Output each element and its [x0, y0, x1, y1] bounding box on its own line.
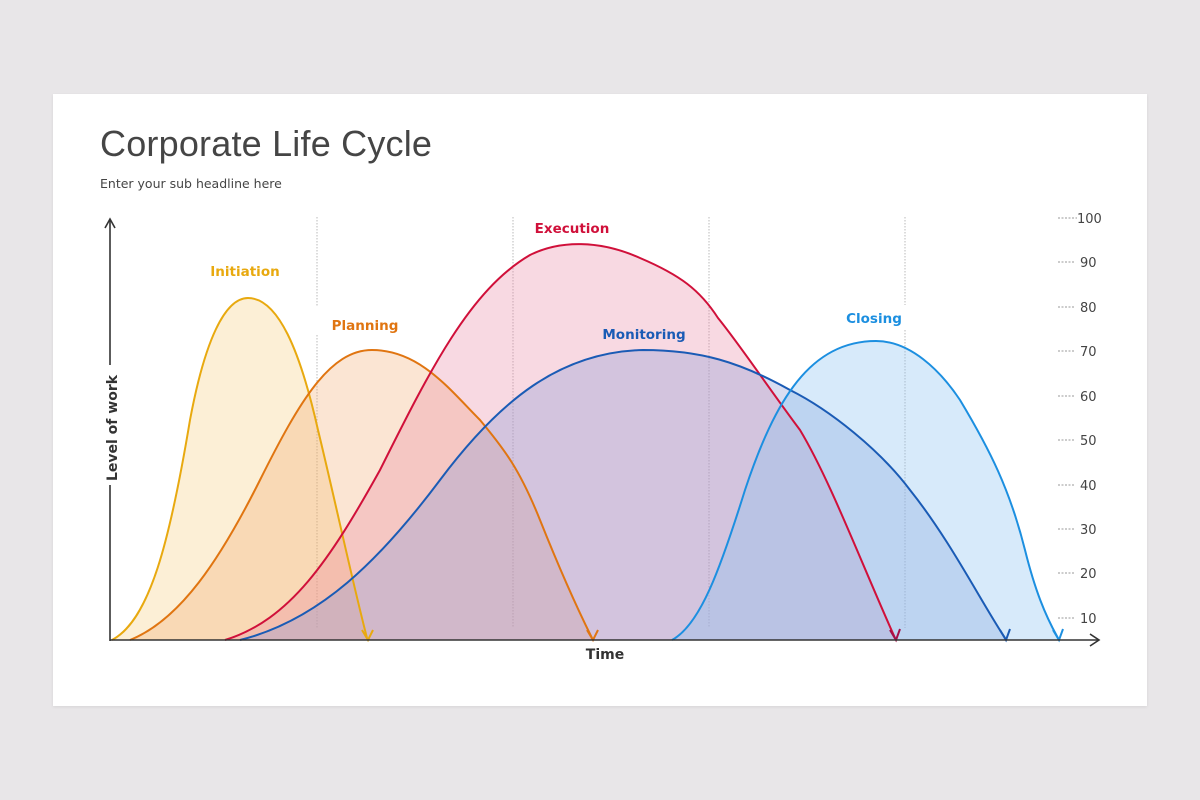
closing-label: Closing	[846, 311, 902, 327]
tick-label: 10	[1080, 612, 1097, 627]
y-axis-arrow-icon	[104, 217, 116, 229]
planning-area	[130, 350, 592, 640]
x-axis-arrow-icon	[1089, 633, 1101, 647]
closing-curve	[671, 339, 1059, 641]
value-ticks	[1058, 217, 1077, 619]
tick-label: 70	[1080, 345, 1097, 360]
planning-label: Planning	[332, 318, 399, 334]
tick-label: 90	[1080, 256, 1097, 271]
monitoring-label: Monitoring	[602, 327, 685, 343]
tick-label: 40	[1080, 479, 1097, 494]
initiation-label: Initiation	[210, 264, 279, 280]
tick-label: 30	[1080, 523, 1097, 538]
execution-curve	[224, 243, 896, 641]
initiation-curve	[111, 296, 368, 641]
tick-label: 50	[1080, 434, 1097, 449]
x-axis-label: Time	[586, 647, 624, 663]
page-subtitle: Enter your sub headline here	[100, 176, 282, 191]
tick-label: 20	[1080, 567, 1097, 582]
monitoring-curve	[239, 348, 1006, 641]
initiation-area	[112, 298, 367, 640]
planning-curve	[129, 348, 593, 641]
monitoring-area	[240, 350, 1005, 640]
tick-label: 80	[1080, 301, 1097, 316]
y-label-gap	[104, 365, 116, 485]
page-title: Corporate Life Cycle	[100, 123, 433, 164]
tick-label: 100	[1077, 212, 1102, 227]
tick-label: 60	[1080, 390, 1097, 405]
value-tick-labels: 100 90 80 70 60 50 40 30 20 10	[1077, 212, 1102, 627]
y-axis-label: Level of work	[105, 374, 121, 481]
area-fills	[112, 244, 1058, 640]
curve-lines	[111, 243, 1059, 641]
execution-label: Execution	[535, 221, 610, 237]
slide-card	[53, 94, 1147, 706]
